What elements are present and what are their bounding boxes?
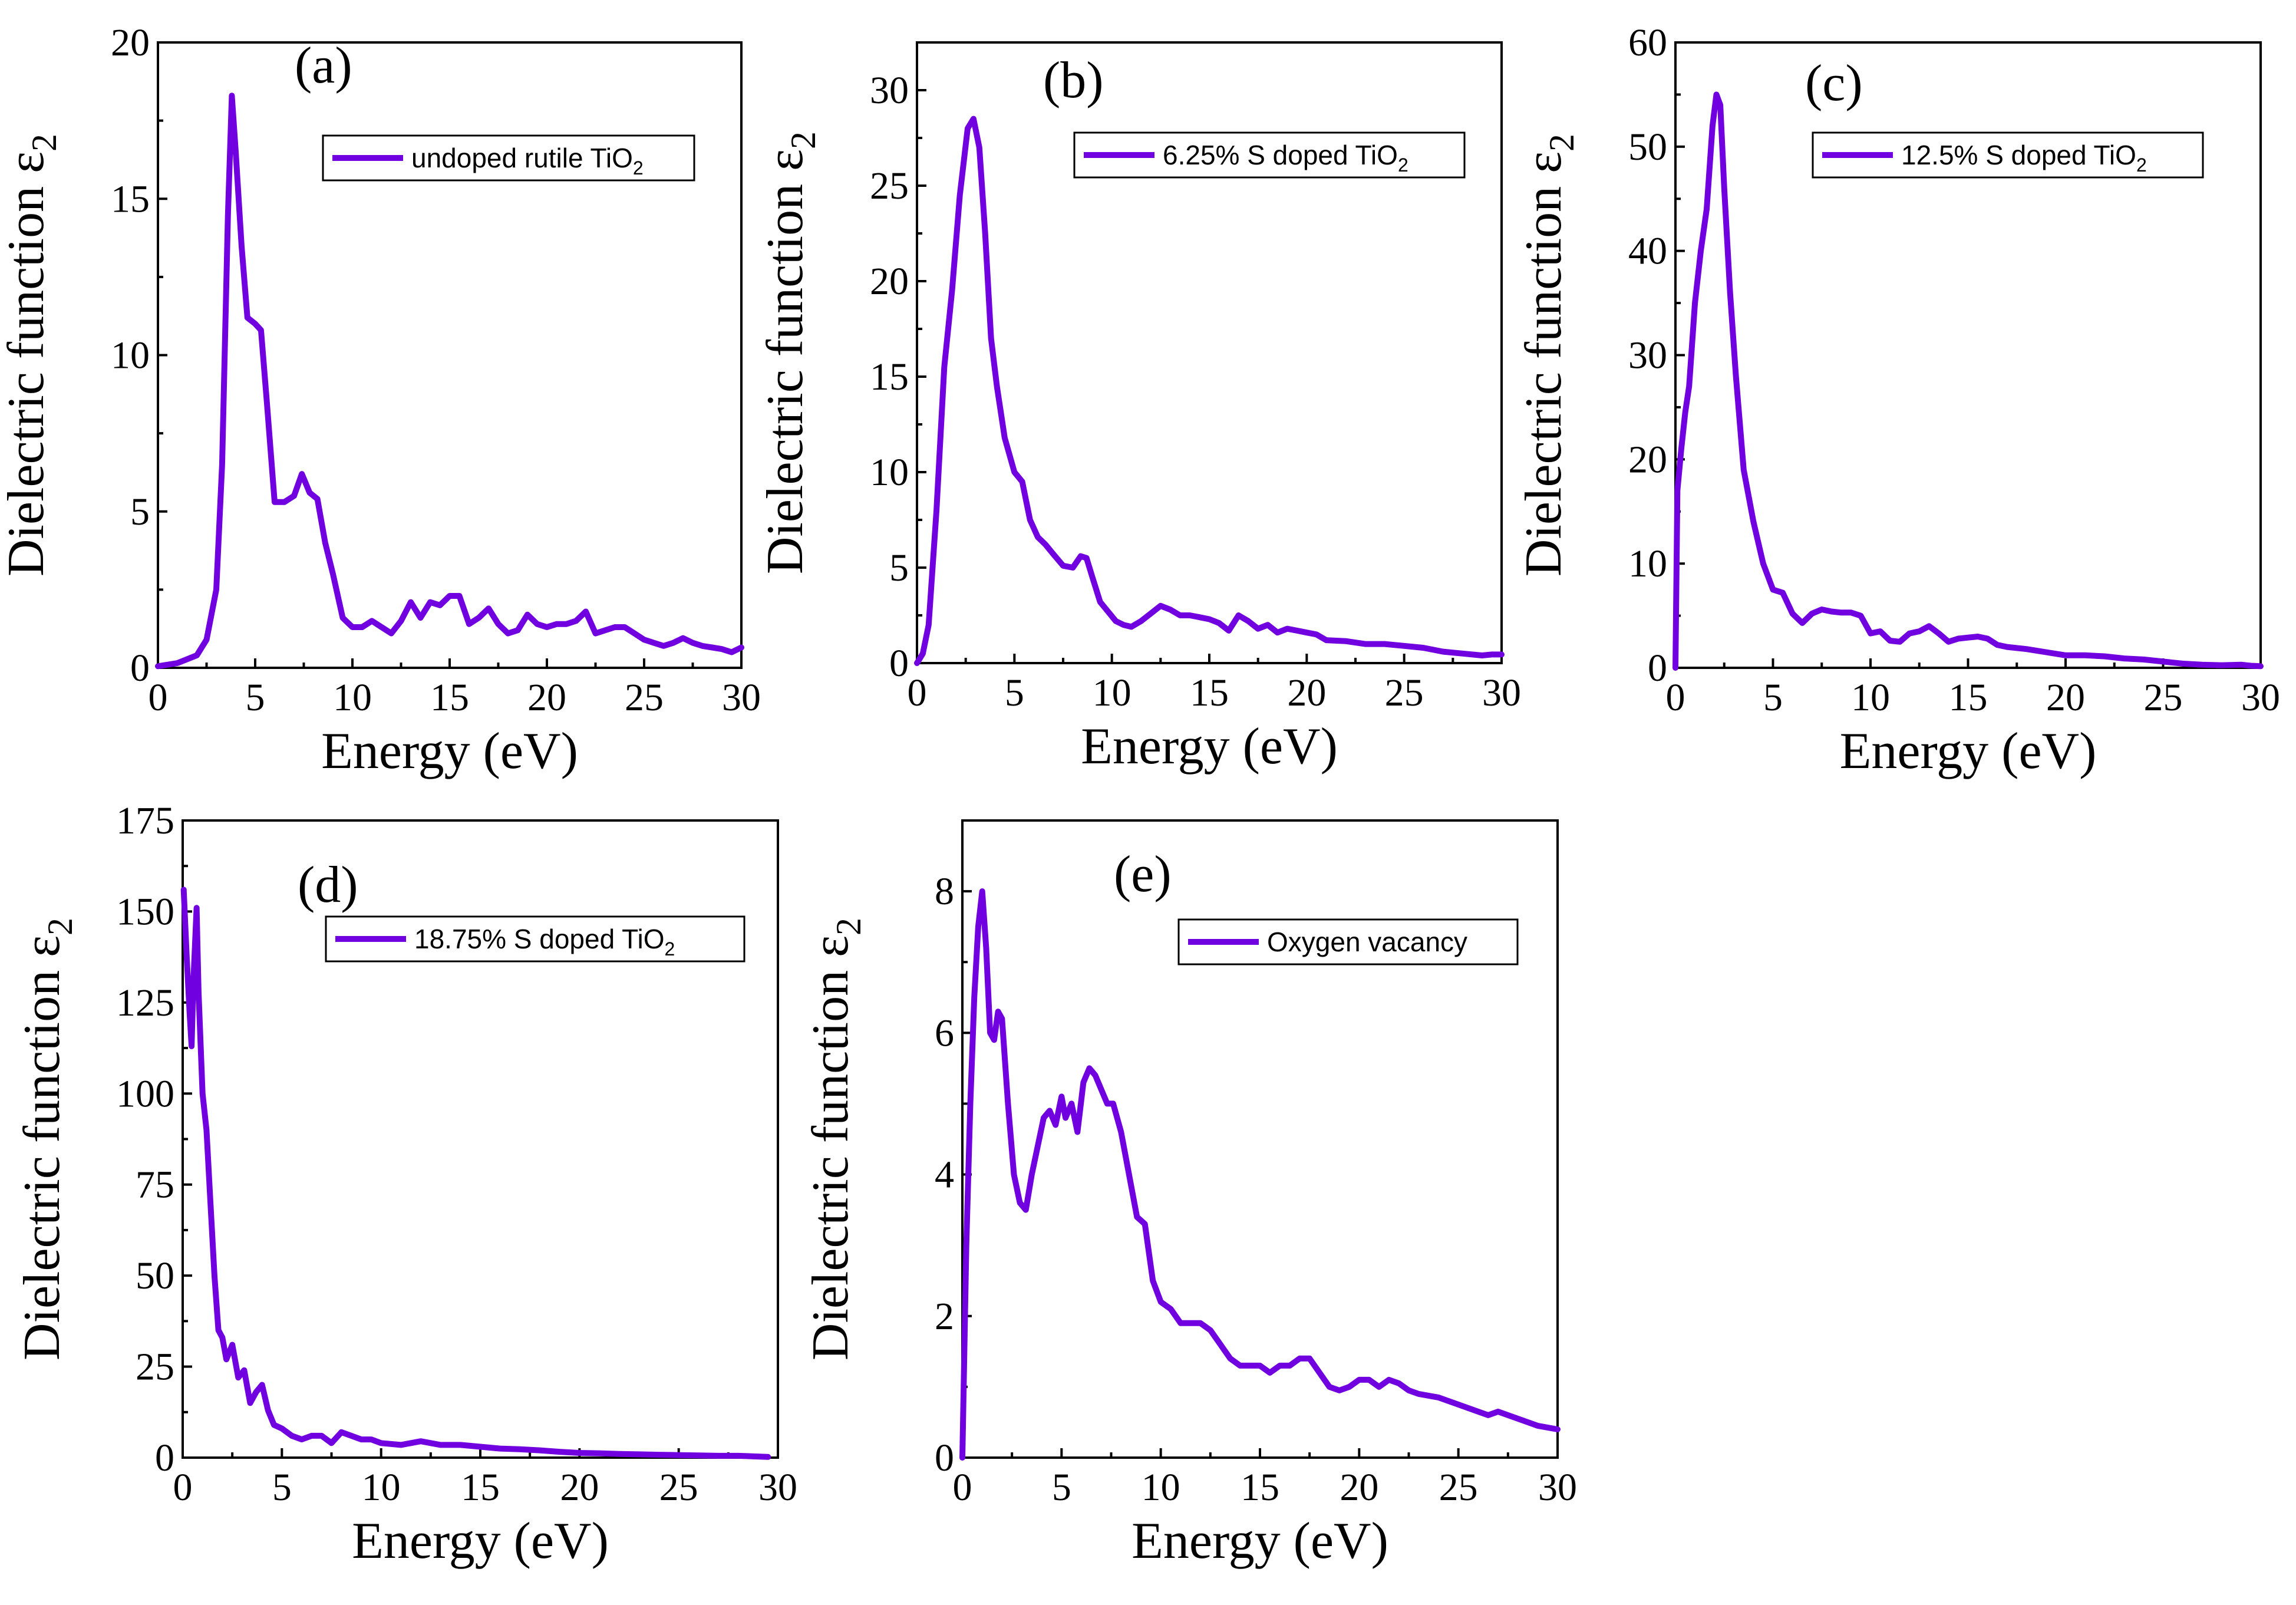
x-tick-label: 20 xyxy=(560,1466,599,1509)
x-tick-label: 5 xyxy=(1005,671,1024,714)
y-tick-label: 5 xyxy=(889,546,909,589)
x-tick-label: 25 xyxy=(1439,1466,1478,1509)
x-tick-label: 25 xyxy=(1385,671,1424,714)
y-tick-label: 125 xyxy=(116,981,174,1024)
y-tick-label: 175 xyxy=(116,799,174,842)
panel-label: (b) xyxy=(1043,52,1104,109)
x-tick-label: 25 xyxy=(2144,676,2183,719)
y-tick-label: 50 xyxy=(136,1254,174,1297)
legend-label: undoped rutile TiO2 xyxy=(411,143,644,179)
panel-b: 0 5 10 15 20 25 30 0 5 10 15 20 25 30 Energy (eV) Diele… xyxy=(757,41,1521,775)
x-tick-label: 25 xyxy=(659,1466,698,1509)
x-tick-label: 0 xyxy=(1666,676,1685,719)
legend-label: 12.5% S doped TiO2 xyxy=(1901,140,2147,176)
panel-d: 0 5 10 15 20 25 30 0 25 50 75 100 125 150 175 Energy (e… xyxy=(14,799,797,1570)
x-tick-label: 25 xyxy=(625,676,664,719)
x-tick-label: 10 xyxy=(333,676,372,719)
x-tick-label: 30 xyxy=(722,676,761,719)
x-tick-label: 30 xyxy=(2241,676,2280,719)
x-tick-label: 15 xyxy=(1949,676,1988,719)
y-tick-label: 15 xyxy=(111,177,150,220)
series-line xyxy=(180,886,771,1460)
x-axis-title: Energy (eV) xyxy=(1131,1512,1388,1570)
x-axis-title: Energy (eV) xyxy=(321,723,578,780)
y-tick-label: 30 xyxy=(870,69,909,112)
panel-e: 0 5 10 15 20 25 30 0 2 4 6 8 Energy (eV) Dielectric f… xyxy=(802,819,1577,1570)
x-tick-label: 20 xyxy=(527,676,566,719)
x-tick-label: 30 xyxy=(1538,1466,1577,1509)
y-tick-label: 20 xyxy=(111,21,150,64)
y-tick-label: 0 xyxy=(155,1436,174,1479)
y-tick-label: 30 xyxy=(1628,334,1667,377)
x-tick-label: 15 xyxy=(430,676,469,719)
y-tick-label: 5 xyxy=(130,490,150,533)
x-tick-label: 15 xyxy=(461,1466,500,1509)
x-tick-label: 5 xyxy=(1763,676,1783,719)
y-tick-label: 50 xyxy=(1628,126,1667,169)
y-tick-label: 15 xyxy=(870,355,909,398)
y-tick-label: 8 xyxy=(935,870,954,913)
legend-label: Oxygen vacancy xyxy=(1267,927,1467,957)
y-axis-title: Dielectric function ε2 xyxy=(757,131,823,574)
y-tick-label: 40 xyxy=(1628,230,1667,273)
y-axis-title: Dielectric function ε2 xyxy=(0,134,64,576)
panel-label: (a) xyxy=(295,37,352,94)
legend-label: 6.25% S doped TiO2 xyxy=(1163,140,1408,176)
y-axis-title: Dielectric function ε2 xyxy=(14,918,80,1360)
x-axis-title: Energy (eV) xyxy=(1081,718,1338,775)
y-tick-label: 25 xyxy=(870,164,909,207)
panel-label: (d) xyxy=(298,856,358,914)
x-tick-label: 0 xyxy=(953,1466,972,1509)
y-tick-label: 10 xyxy=(1628,542,1667,585)
x-tick-label: 10 xyxy=(1142,1466,1180,1509)
y-axis-title: Dielectric function ε2 xyxy=(1515,134,1581,576)
series-line xyxy=(959,888,1561,1461)
x-axis-title: Energy (eV) xyxy=(1840,723,2097,780)
x-tick-label: 5 xyxy=(1052,1466,1071,1509)
series-line xyxy=(155,93,744,670)
x-tick-label: 0 xyxy=(149,676,168,719)
panel-label: (e) xyxy=(1114,846,1172,903)
x-tick-label: 10 xyxy=(362,1466,401,1509)
x-tick-label: 0 xyxy=(173,1466,193,1509)
y-tick-label: 20 xyxy=(870,260,909,303)
series-line xyxy=(914,116,1505,666)
panel-c: 0 5 10 15 20 25 30 0 10 20 30 40 50 60 Energy (eV) Diel… xyxy=(1515,21,2280,780)
panel-label: (c) xyxy=(1805,55,1863,112)
y-tick-label: 0 xyxy=(935,1436,954,1479)
series-line xyxy=(1672,91,2264,671)
y-tick-label: 10 xyxy=(111,334,150,377)
x-tick-label: 15 xyxy=(1241,1466,1279,1509)
x-tick-label: 30 xyxy=(1482,671,1521,714)
x-tick-label: 10 xyxy=(1851,676,1890,719)
y-tick-label: 0 xyxy=(130,647,150,690)
x-tick-label: 5 xyxy=(272,1466,292,1509)
y-tick-label: 6 xyxy=(935,1011,954,1054)
x-tick-label: 10 xyxy=(1093,671,1131,714)
y-tick-label: 75 xyxy=(136,1164,174,1207)
y-axis-title: Dielectric function ε2 xyxy=(802,918,868,1360)
y-tick-label: 0 xyxy=(889,642,909,685)
x-axis-title: Energy (eV) xyxy=(352,1512,609,1570)
y-tick-label: 4 xyxy=(935,1154,954,1197)
y-tick-label: 100 xyxy=(116,1072,174,1115)
x-tick-label: 0 xyxy=(908,671,927,714)
x-tick-label: 15 xyxy=(1190,671,1229,714)
y-tick-label: 2 xyxy=(935,1295,954,1338)
legend-label: 18.75% S doped TiO2 xyxy=(414,924,675,960)
y-tick-label: 10 xyxy=(870,451,909,494)
x-tick-label: 30 xyxy=(758,1466,797,1509)
x-tick-label: 20 xyxy=(2046,676,2085,719)
plot-frame xyxy=(961,819,1559,1459)
x-tick-label: 20 xyxy=(1340,1466,1378,1509)
y-tick-label: 150 xyxy=(116,890,174,933)
y-tick-label: 25 xyxy=(136,1346,174,1389)
x-tick-label: 5 xyxy=(246,676,265,719)
y-tick-label: 20 xyxy=(1628,438,1667,481)
y-tick-label: 60 xyxy=(1628,21,1667,64)
x-tick-label: 20 xyxy=(1287,671,1326,714)
y-tick-label: 0 xyxy=(1648,647,1667,690)
